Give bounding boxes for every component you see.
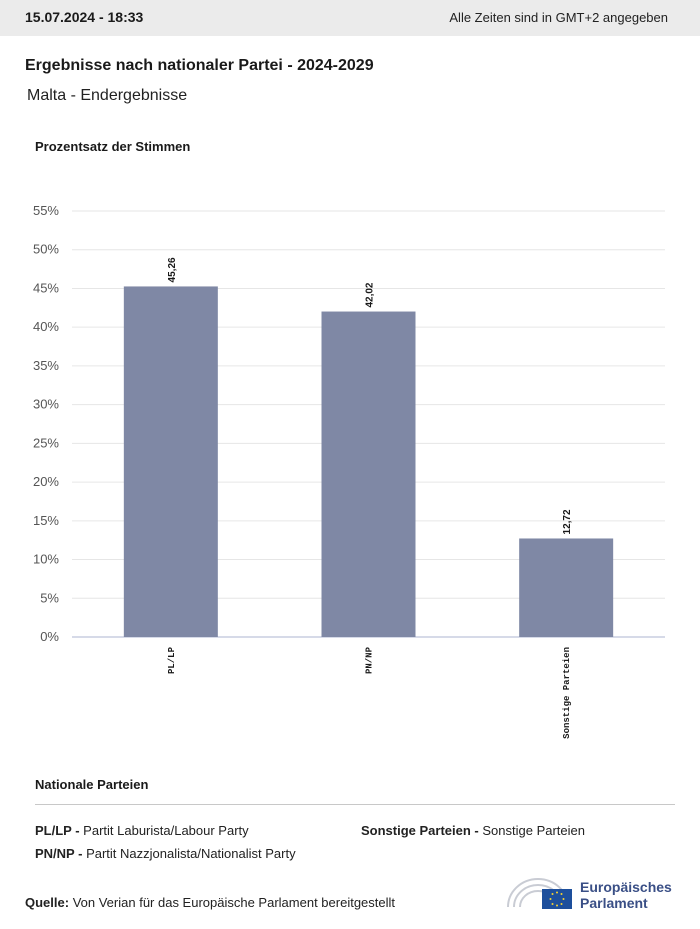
bar-chart: 0% 5% 10% 15% 20% 25% 30% 35% 40% 45% 50% 55% 45,26 P…: [33, 203, 665, 739]
logo-wordmark: Europäisches Parlament: [580, 879, 672, 911]
legend-item-pn-np: PN/NP - Partit Nazzjonalista/Nationalist…: [35, 846, 296, 861]
y-tick-label: 20%: [33, 474, 59, 489]
legend-divider: [35, 804, 675, 805]
legend-title: Nationale Parteien: [35, 777, 149, 792]
x-tick-label: Sonstige Parteien: [562, 647, 572, 739]
legend-code: PN/NP -: [35, 846, 83, 861]
data-label: 12,72: [562, 509, 573, 534]
timezone-note: Alle Zeiten sind in GMT+2 angegeben: [449, 10, 668, 25]
top-bar: 15.07.2024 - 18:33 Alle Zeiten sind in G…: [0, 0, 700, 36]
timestamp: 15.07.2024 - 18:33: [25, 9, 144, 25]
legend-code: Sonstige Parteien -: [361, 823, 479, 838]
data-label: 42,02: [365, 282, 376, 307]
page-title: Ergebnisse nach nationaler Partei - 2024…: [25, 57, 374, 74]
chart-heading: Prozentsatz der Stimmen: [35, 139, 191, 154]
y-tick-label: 0%: [40, 629, 59, 644]
y-tick-label: 10%: [33, 552, 59, 567]
y-tick-label: 5%: [40, 590, 59, 605]
legend-item-sonstige: Sonstige Parteien - Sonstige Parteien: [361, 823, 585, 838]
data-label: 45,26: [167, 257, 178, 282]
y-tick-label: 55%: [33, 203, 59, 218]
page-subtitle: Malta - Endergebnisse: [27, 87, 188, 104]
bar: [321, 311, 416, 637]
bar: [123, 286, 218, 637]
european-parliament-logo: Europäisches Parlament: [506, 873, 678, 913]
x-tick-label: PL/LP: [167, 646, 177, 674]
legend-name: Partit Nazzjonalista/Nationalist Party: [86, 846, 296, 861]
source-text: Von Verian für das Europäische Parlament…: [72, 895, 396, 910]
hemicycle-icon: [507, 878, 572, 909]
y-tick-label: 35%: [33, 358, 59, 373]
legend-item-pl-lp: PL/LP - Partit Laburista/Labour Party: [35, 823, 249, 838]
y-tick-label: 15%: [33, 513, 59, 528]
y-tick-label: 45%: [33, 280, 59, 295]
y-tick-label: 30%: [33, 397, 59, 412]
source-note: Quelle: Von Verian für das Europäische P…: [25, 895, 395, 910]
source-label: Quelle:: [25, 895, 70, 910]
legend-code: PL/LP -: [35, 823, 80, 838]
y-tick-label: 25%: [33, 435, 59, 450]
x-tick-label: PN/NP: [365, 646, 375, 674]
y-tick-label: 40%: [33, 319, 59, 334]
y-tick-label: 50%: [33, 242, 59, 257]
legend-name: Sonstige Parteien: [482, 823, 585, 838]
bar: [519, 538, 614, 637]
legend-name: Partit Laburista/Labour Party: [83, 823, 249, 838]
